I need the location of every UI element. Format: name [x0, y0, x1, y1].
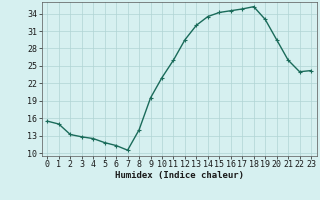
X-axis label: Humidex (Indice chaleur): Humidex (Indice chaleur) [115, 171, 244, 180]
